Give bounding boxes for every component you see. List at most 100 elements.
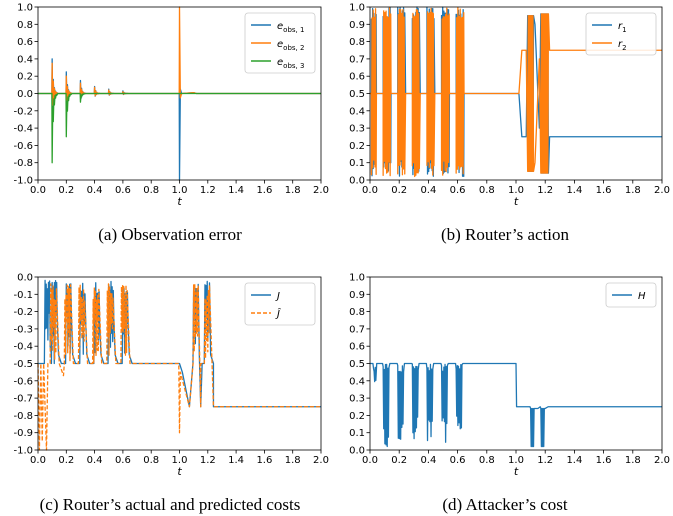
x-tick-label: 0.2 bbox=[58, 185, 74, 196]
y-tick-label: -0.2 bbox=[13, 106, 33, 117]
x-tick-label: 0.2 bbox=[58, 455, 74, 466]
caption-c: (c) Router’s actual and predicted costs bbox=[40, 495, 301, 514]
y-tick-label: -1.0 bbox=[13, 176, 33, 187]
x-tick-label: 0.0 bbox=[362, 455, 378, 466]
x-tick-label: 0.8 bbox=[143, 455, 159, 466]
x-tick-label: 0.6 bbox=[450, 185, 466, 196]
x-tick-label: 2.0 bbox=[313, 455, 329, 466]
x-tick-label: 1.6 bbox=[256, 455, 272, 466]
x-tick-label: 1.6 bbox=[256, 185, 272, 196]
x-tick-label: 1.2 bbox=[200, 455, 216, 466]
series-line-r_2 bbox=[370, 6, 662, 178]
legend-box bbox=[585, 12, 657, 56]
y-tick-label: 0.0 bbox=[349, 176, 365, 187]
caption-a: (a) Observation error bbox=[98, 225, 242, 244]
y-tick-label: 0.3 bbox=[349, 124, 365, 135]
x-tick-label: 0.4 bbox=[420, 455, 436, 466]
x-axis-label: t bbox=[177, 195, 182, 208]
panel-observation-error: 0.0 0.2 0.4 0.6 0.8 1.0 1.2 1.4 1.6 1.8 2.0 1.0 0.8 0… bbox=[13, 3, 328, 209]
panel-router-costs: 0.0 0.2 0.4 0.6 0.8 1.0 1.2 1.4 1.6 1.8 2.0 0.0 -0.1… bbox=[13, 273, 328, 479]
caption-b: (b) Router’s action bbox=[441, 225, 570, 244]
y-tick-label: -0.5 bbox=[13, 359, 33, 370]
y-tick-label: 0.4 bbox=[349, 376, 365, 387]
x-tick-label: 1.6 bbox=[596, 455, 612, 466]
y-tick-label: 0.4 bbox=[349, 106, 365, 117]
panel-attacker-cost: 0.0 0.2 0.4 0.6 0.8 1.0 1.2 1.4 1.6 1.8 2.0 1.0 0.9 0… bbox=[349, 273, 670, 479]
x-tick-label: 2.0 bbox=[654, 455, 670, 466]
x-tick-label: 1.2 bbox=[537, 455, 553, 466]
y-tick-label: -0.4 bbox=[13, 124, 33, 135]
x-tick-label: 1.4 bbox=[228, 185, 244, 196]
y-tick-label: -0.6 bbox=[13, 376, 33, 387]
y-tick-label: 0.1 bbox=[349, 158, 365, 169]
axes-frame bbox=[369, 6, 663, 181]
x-tick-label: 1.0 bbox=[172, 455, 188, 466]
y-tick-label: 0.5 bbox=[349, 89, 365, 100]
y-tick-label: 0.6 bbox=[17, 37, 33, 48]
legend-label: J bbox=[275, 291, 280, 302]
y-tick-label: -0.4 bbox=[13, 342, 33, 353]
y-tick-label: 0.9 bbox=[349, 20, 365, 31]
y-tick-label: 0.1 bbox=[349, 428, 365, 439]
x-tick-label: 0.2 bbox=[391, 455, 407, 466]
x-tick-label: 0.4 bbox=[420, 185, 436, 196]
y-tick-label: -1.0 bbox=[13, 446, 33, 457]
y-tick-label: 0.0 bbox=[17, 273, 33, 284]
axes-frame bbox=[37, 6, 322, 181]
x-tick-label: 1.0 bbox=[172, 185, 188, 196]
x-tick-label: 1.2 bbox=[537, 185, 553, 196]
x-tick-label: 1.0 bbox=[508, 185, 524, 196]
y-tick-label: 0.9 bbox=[349, 290, 365, 301]
y-tick-label: 0.0 bbox=[349, 446, 365, 457]
plot-area bbox=[370, 6, 662, 178]
y-tick-label: 1.0 bbox=[349, 3, 365, 14]
x-tick-label: 0.8 bbox=[479, 185, 495, 196]
legend-label: r2 bbox=[618, 39, 627, 52]
x-tick-label: 0.6 bbox=[115, 185, 131, 196]
x-tick-label: 1.4 bbox=[228, 455, 244, 466]
plot-area bbox=[370, 362, 662, 448]
y-tick-label: -0.8 bbox=[13, 158, 33, 169]
plot-area bbox=[37, 279, 321, 451]
x-axis-label: t bbox=[514, 465, 519, 478]
y-tick-label: -0.8 bbox=[13, 411, 33, 422]
y-tick-label: -0.1 bbox=[13, 290, 33, 301]
x-tick-label: 1.8 bbox=[625, 455, 641, 466]
y-tick-label: 0.7 bbox=[349, 54, 365, 65]
y-tick-label: 1.0 bbox=[349, 273, 365, 284]
x-tick-label: 0.8 bbox=[479, 455, 495, 466]
y-tick-label: 0.4 bbox=[17, 54, 33, 65]
x-tick-label: 0.6 bbox=[115, 455, 131, 466]
x-tick-label: 1.8 bbox=[285, 455, 301, 466]
y-tick-label: -0.3 bbox=[13, 324, 33, 335]
legend: JĴ bbox=[244, 282, 316, 326]
x-tick-label: 1.4 bbox=[566, 455, 582, 466]
legend: H bbox=[605, 282, 657, 308]
legend-label: r1 bbox=[618, 21, 627, 34]
x-tick-label: 0.0 bbox=[362, 185, 378, 196]
y-tick-label: -0.6 bbox=[13, 141, 33, 152]
y-tick-label: 0.8 bbox=[349, 307, 365, 318]
legend-label: H bbox=[638, 291, 646, 302]
x-axis-label: t bbox=[514, 195, 519, 208]
x-tick-label: 0.0 bbox=[30, 185, 46, 196]
series-line-H bbox=[370, 362, 662, 448]
y-tick-label: 0.6 bbox=[349, 342, 365, 353]
x-tick-label: 1.8 bbox=[625, 185, 641, 196]
x-tick-label: 0.6 bbox=[450, 455, 466, 466]
series-line-eobs3 bbox=[38, 92, 321, 164]
plot-area bbox=[38, 6, 321, 181]
y-tick-label: 0.2 bbox=[17, 72, 33, 83]
y-tick-label: -0.2 bbox=[13, 307, 33, 318]
x-tick-label: 0.4 bbox=[87, 455, 103, 466]
axes-frame bbox=[369, 276, 663, 451]
y-tick-label: 0.6 bbox=[349, 72, 365, 83]
x-tick-label: 1.0 bbox=[508, 455, 524, 466]
y-tick-label: 0.0 bbox=[17, 89, 33, 100]
x-tick-label: 0.0 bbox=[30, 455, 46, 466]
y-tick-label: 0.8 bbox=[349, 37, 365, 48]
x-tick-label: 0.2 bbox=[391, 185, 407, 196]
x-tick-label: 1.2 bbox=[200, 185, 216, 196]
